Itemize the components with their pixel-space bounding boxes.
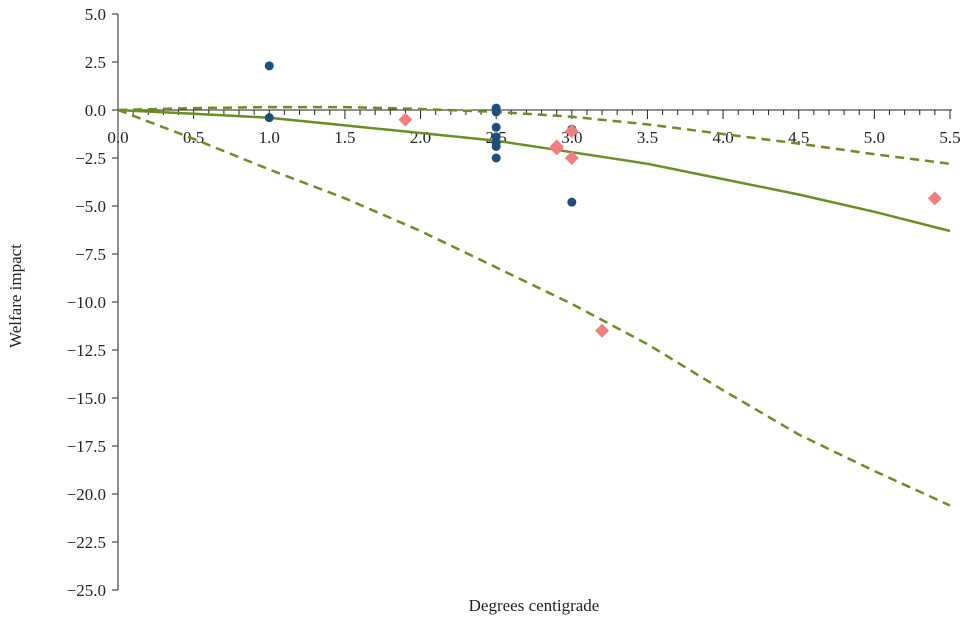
y-tick-label: 0.0	[85, 101, 106, 120]
diamond-point	[564, 124, 579, 139]
y-tick-label: 2.5	[85, 53, 106, 72]
y-axis-title: Welfare impact	[6, 244, 25, 348]
y-tick-label: −25.0	[67, 581, 106, 600]
x-tick-label: 1.0	[259, 128, 280, 147]
circle-point	[567, 197, 577, 207]
circle-point	[491, 153, 501, 163]
x-tick-label: 0.0	[107, 128, 128, 147]
x-tick-label: 5.0	[864, 128, 885, 147]
circle-point	[264, 113, 274, 123]
circle-point	[264, 61, 274, 71]
diamond-point	[398, 112, 413, 127]
diamond-point	[549, 141, 564, 156]
y-tick-label: −10.0	[67, 293, 106, 312]
y-tick-label: −20.0	[67, 485, 106, 504]
dashed-line-3	[117, 108, 951, 507]
y-tick-label: 5.0	[85, 5, 106, 24]
x-tick-label: 4.0	[712, 128, 733, 147]
series-lines	[117, 105, 951, 507]
solid-line-1	[117, 108, 951, 233]
circle-point	[491, 107, 501, 117]
y-tick-label: −15.0	[67, 389, 106, 408]
circle-point	[491, 141, 501, 151]
circle-point	[491, 122, 501, 132]
x-tick-label: 2.0	[410, 128, 431, 147]
y-tick-label: −12.5	[67, 341, 106, 360]
y-tick-label: −2.5	[75, 149, 106, 168]
y-tick-label: −22.5	[67, 533, 106, 552]
diamond-point	[564, 151, 579, 165]
y-tick-label: −17.5	[67, 437, 106, 456]
x-tick-label: 5.5	[939, 128, 960, 147]
y-tick-label: −7.5	[75, 245, 106, 264]
y-tick-label: −5.0	[75, 197, 106, 216]
dashed-line-2	[117, 105, 951, 166]
diamond-point	[927, 191, 942, 206]
axes: 5.02.50.0−2.5−5.0−7.5−10.0−12.5−15.0−17.…	[67, 5, 961, 600]
x-tick-label: 1.5	[334, 128, 355, 147]
x-tick-label: 3.5	[637, 128, 658, 147]
x-axis-title: Degrees centigrade	[469, 596, 600, 615]
diamond-point	[595, 323, 610, 338]
series-points	[264, 61, 942, 338]
